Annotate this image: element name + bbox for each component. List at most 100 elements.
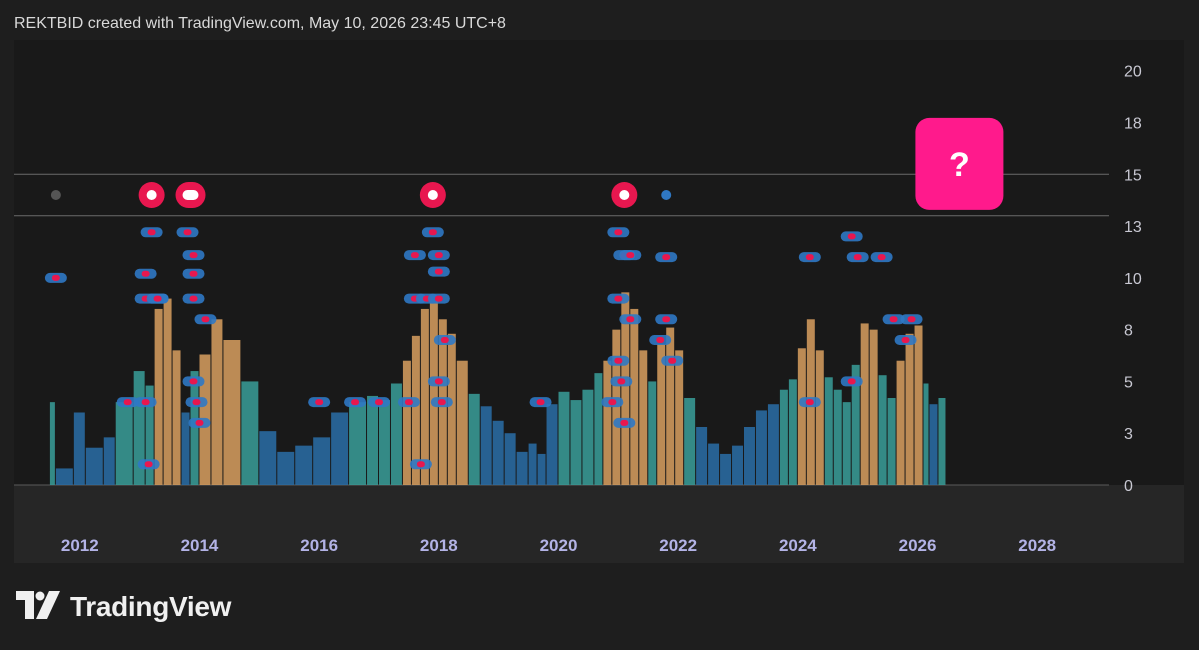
signal-dot-red <box>428 229 437 236</box>
marker-ring-inner <box>427 190 438 200</box>
histogram-bar <box>73 412 85 485</box>
signal-dot-red <box>907 316 916 323</box>
signal-dot-red <box>853 254 862 261</box>
histogram-bar <box>833 389 842 485</box>
signal-dot-red <box>620 419 629 426</box>
signal-dot-red <box>434 268 443 275</box>
histogram-bar <box>779 389 788 485</box>
marker-gray <box>50 190 61 200</box>
histogram-bar <box>480 406 492 485</box>
signal-dot-red <box>608 399 617 406</box>
histogram-bar <box>411 335 420 485</box>
x-tick-label: 2022 <box>659 536 697 555</box>
histogram-bar <box>367 395 378 485</box>
signal-dot-red <box>662 254 671 261</box>
histogram-bar <box>331 412 349 485</box>
histogram-bar <box>582 389 594 485</box>
y-tick-label: 20 <box>1124 64 1142 81</box>
signal-dot-red <box>404 399 413 406</box>
histogram-bar <box>390 383 402 485</box>
histogram-bar <box>172 350 181 485</box>
histogram-bar <box>379 400 390 485</box>
price-chart[interactable]: 0 3 5 8 10 13 15 18 20 2012 2014 2016 2018 2020 2022 20… <box>14 40 1184 563</box>
signal-dot-red <box>437 399 446 406</box>
x-axis-band <box>14 485 1184 563</box>
histogram-bar <box>851 364 860 485</box>
histogram-bar <box>402 360 411 485</box>
histogram-bar <box>923 383 929 485</box>
histogram-bar <box>887 398 896 485</box>
histogram-bar <box>49 402 55 485</box>
question-badge <box>915 117 1004 210</box>
marker-ring-inner <box>182 190 199 200</box>
signal-dot-red <box>141 270 150 277</box>
signal-dot-red <box>656 337 665 343</box>
histogram-bar <box>349 402 367 485</box>
histogram-bar <box>528 443 537 485</box>
histogram-bar <box>896 360 905 485</box>
signal-dot-red <box>201 316 210 323</box>
signal-dot-red <box>410 252 419 259</box>
histogram-bar <box>154 308 163 485</box>
marker-blue <box>661 190 672 200</box>
histogram-bar <box>103 437 115 485</box>
histogram-bar <box>603 360 612 485</box>
y-tick-label: 0 <box>1124 478 1133 495</box>
signal-dot-red <box>189 270 198 277</box>
signal-dot-red <box>440 337 449 343</box>
histogram-bar <box>558 391 570 485</box>
histogram-bar <box>456 360 468 485</box>
chart-svg[interactable]: 0 3 5 8 10 13 15 18 20 2012 2014 2016 2018 2020 2022 20… <box>14 40 1184 563</box>
histogram-bar <box>55 468 73 485</box>
signal-dot-red <box>141 399 150 406</box>
histogram-bar <box>570 400 582 485</box>
histogram-bar <box>696 427 708 485</box>
histogram-bar <box>842 402 851 485</box>
histogram-bar <box>869 329 878 485</box>
y-tick-label: 10 <box>1124 271 1142 288</box>
histogram-bar <box>546 404 558 485</box>
signal-dot-red <box>315 399 324 406</box>
signal-dot-red <box>805 254 814 261</box>
x-tick-label: 2016 <box>300 536 338 555</box>
histogram-bar <box>313 437 331 485</box>
chart-caption: REKTBID created with TradingView.com, Ma… <box>14 15 506 32</box>
signal-dot-red <box>189 295 198 302</box>
marker-ring-inner <box>146 190 157 200</box>
y-tick-label: 3 <box>1124 426 1133 443</box>
histogram-bar <box>492 420 504 485</box>
histogram-bar <box>815 350 824 485</box>
y-tick-label: 5 <box>1124 374 1133 391</box>
x-tick-label: 2026 <box>899 536 937 555</box>
x-tick-label: 2020 <box>540 536 578 555</box>
histogram-bar <box>468 393 480 485</box>
signal-dot-red <box>195 419 204 426</box>
signal-dot-red <box>847 378 856 385</box>
signal-dot-red <box>614 357 623 364</box>
signal-dot-red <box>805 399 814 406</box>
histogram-bar <box>504 433 516 485</box>
histogram-bar <box>938 398 946 485</box>
histogram-bar <box>85 447 103 485</box>
histogram-bar <box>211 319 223 485</box>
signal-dot-red <box>153 295 162 302</box>
signal-dot-red <box>147 229 156 236</box>
histogram-bar <box>277 451 295 485</box>
histogram-bar <box>666 327 675 485</box>
y-tick-label: 15 <box>1124 167 1142 184</box>
signal-dot-red <box>614 229 623 236</box>
signal-dot-red <box>192 399 201 406</box>
histogram-bar <box>190 371 199 485</box>
y-tick-label: 13 <box>1124 219 1142 236</box>
x-tick-label: 2028 <box>1018 536 1056 555</box>
signal-dot-red <box>668 357 677 364</box>
histogram-bar <box>181 412 190 485</box>
histogram-bar <box>788 379 797 485</box>
histogram-bar <box>914 325 923 485</box>
histogram-bar <box>145 385 154 485</box>
y-tick-label: 18 <box>1124 116 1142 133</box>
signal-dot-red <box>626 252 635 259</box>
signal-dot-red <box>877 254 886 261</box>
histogram-bar <box>516 451 528 485</box>
histogram-bar <box>537 453 546 485</box>
